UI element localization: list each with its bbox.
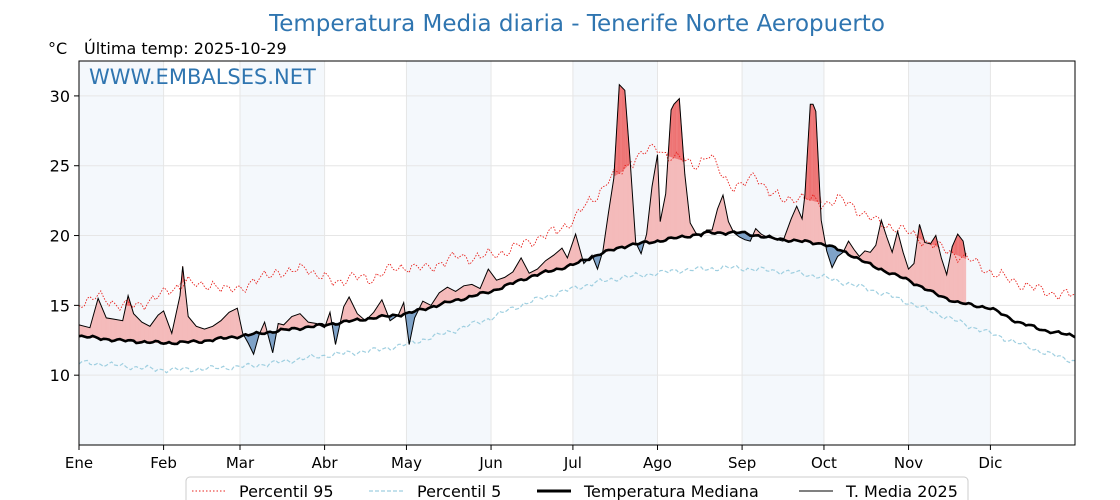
legend-box	[185, 476, 969, 500]
y-tick-label: 20	[50, 227, 70, 246]
legend-label-p5: Percentil 5	[417, 482, 501, 500]
month-band	[239, 61, 325, 445]
x-tick-label: Mar	[226, 454, 255, 472]
x-tick-label: Feb	[150, 454, 177, 472]
chart-title: Temperatura Media diaria - Tenerife Nort…	[268, 11, 885, 37]
x-tick-label: Oct	[811, 454, 837, 472]
x-tick-label: May	[391, 454, 422, 472]
x-tick-label: Abr	[312, 454, 339, 472]
series-lines	[79, 83, 1075, 374]
unit-label: °C	[48, 39, 67, 58]
fill-areas	[79, 84, 967, 355]
month-band	[79, 61, 164, 445]
series-line-p5	[79, 265, 1075, 374]
legend-label-current: T. Media 2025	[845, 482, 958, 500]
x-tick-label: Nov	[894, 454, 923, 472]
y-tick-label: 25	[50, 157, 70, 176]
y-tick-label: 10	[50, 366, 70, 385]
legend-label-p95: Percentil 95	[239, 482, 334, 500]
plot-frame	[78, 60, 1076, 446]
series-line-median	[79, 230, 1075, 346]
x-tick-label: Ene	[65, 454, 93, 472]
month-bands	[79, 61, 991, 445]
y-axis: 10 15 20 25 30	[50, 87, 79, 385]
y-tick-label: 15	[50, 296, 70, 315]
month-band	[406, 61, 492, 445]
x-tick-label: Sep	[728, 454, 756, 472]
grid-lines	[78, 61, 1075, 445]
legend: Percentil 95 Percentil 5 Temperatura Med…	[185, 476, 969, 500]
series-line-p95	[79, 143, 1075, 312]
last-temp-label: Última temp: 2025-10-29	[84, 39, 287, 58]
legend-label-median: Temperatura Mediana	[583, 482, 759, 500]
month-band	[572, 61, 658, 445]
y-tick-label: 30	[50, 87, 70, 106]
x-tick-label: Dic	[978, 454, 1002, 472]
series-line-current	[79, 83, 967, 356]
x-tick-label: Jul	[563, 454, 582, 472]
x-tick-label: Ago	[643, 454, 672, 472]
x-axis: Ene Feb Mar Abr May Jun Jul Ago Sep Oct Nov Dic	[65, 445, 1002, 472]
watermark: WWW.EMBALSES.NET	[89, 65, 316, 89]
x-tick-label: Jun	[478, 454, 502, 472]
